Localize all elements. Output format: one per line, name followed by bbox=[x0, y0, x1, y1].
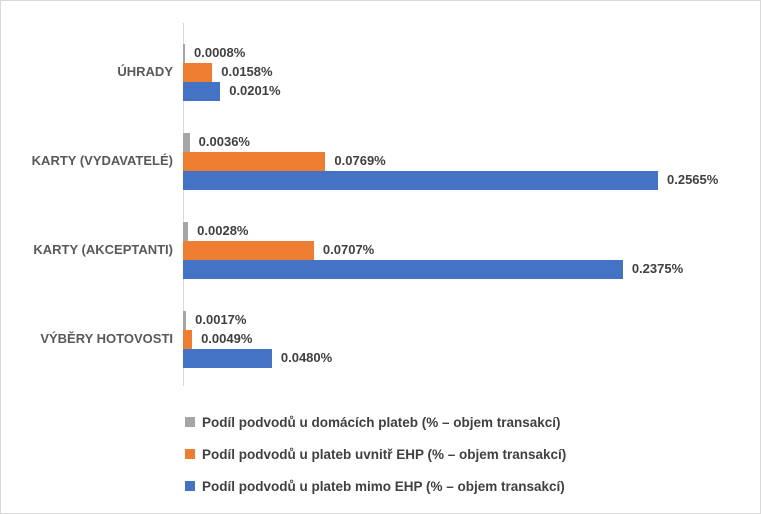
legend-item-label: Podíl podvodů u plateb mimo EHP (% – obj… bbox=[202, 478, 565, 494]
bar-series-1-cat-2 bbox=[183, 240, 314, 260]
bar-value-label: 0.0480% bbox=[280, 350, 333, 365]
bar-series-1-cat-1 bbox=[183, 151, 326, 171]
bar-series-2-cat-2 bbox=[183, 259, 623, 279]
bar-value-label: 0.0008% bbox=[194, 45, 246, 60]
bar-series-0-cat-2 bbox=[183, 221, 189, 241]
bar-value-label: 0.0769% bbox=[334, 153, 386, 168]
legend-item: Podíl podvodů u plateb uvnitř EHP (% – o… bbox=[185, 444, 566, 464]
bar-value-label: 0.0707% bbox=[322, 242, 375, 257]
legend-item-label: Podíl podvodů u plateb uvnitř EHP (% – o… bbox=[202, 446, 567, 462]
category-label: ÚHRADY bbox=[117, 64, 173, 79]
legend-item: Podíl podvodů u domácích plateb (% – obj… bbox=[185, 412, 566, 432]
legend-item-label: Podíl podvodů u domácích plateb (% – obj… bbox=[202, 414, 561, 430]
bar-series-0-cat-0 bbox=[183, 43, 185, 63]
legend-color-swatch-icon bbox=[185, 417, 195, 427]
bar-value-label: 0.2375% bbox=[631, 261, 684, 276]
bar-value-label: 0.0158% bbox=[221, 64, 273, 79]
bar-series-2-cat-1 bbox=[183, 170, 658, 190]
bar-series-2-cat-0 bbox=[183, 81, 221, 101]
category-axis-line bbox=[183, 23, 184, 386]
legend-color-swatch-icon bbox=[185, 481, 195, 491]
bar-value-label: 0.0049% bbox=[201, 331, 253, 346]
bar-value-label: 0.0017% bbox=[195, 312, 247, 327]
legend: Podíl podvodů u domácích plateb (% – obj… bbox=[185, 412, 566, 496]
bar-value-label: 0.0036% bbox=[198, 134, 250, 149]
category-label: VÝBĚRY HOTOVOSTI bbox=[40, 331, 173, 346]
legend-item: Podíl podvodů u plateb mimo EHP (% – obj… bbox=[185, 476, 566, 496]
bar-series-0-cat-1 bbox=[183, 132, 190, 152]
bar-value-label: 0.0201% bbox=[229, 83, 281, 98]
category-label: KARTY (AKCEPTANTI) bbox=[33, 242, 173, 257]
bar-value-label: 0.0028% bbox=[197, 223, 249, 238]
bar-series-0-cat-3 bbox=[183, 310, 187, 330]
bar-series-1-cat-0 bbox=[183, 62, 213, 82]
bar-value-label: 0.2565% bbox=[667, 172, 719, 187]
bar-series-2-cat-3 bbox=[183, 348, 272, 368]
legend-color-swatch-icon bbox=[185, 449, 195, 459]
bar-series-1-cat-3 bbox=[183, 329, 193, 349]
category-label: KARTY (VYDAVATELÉ) bbox=[31, 153, 173, 168]
